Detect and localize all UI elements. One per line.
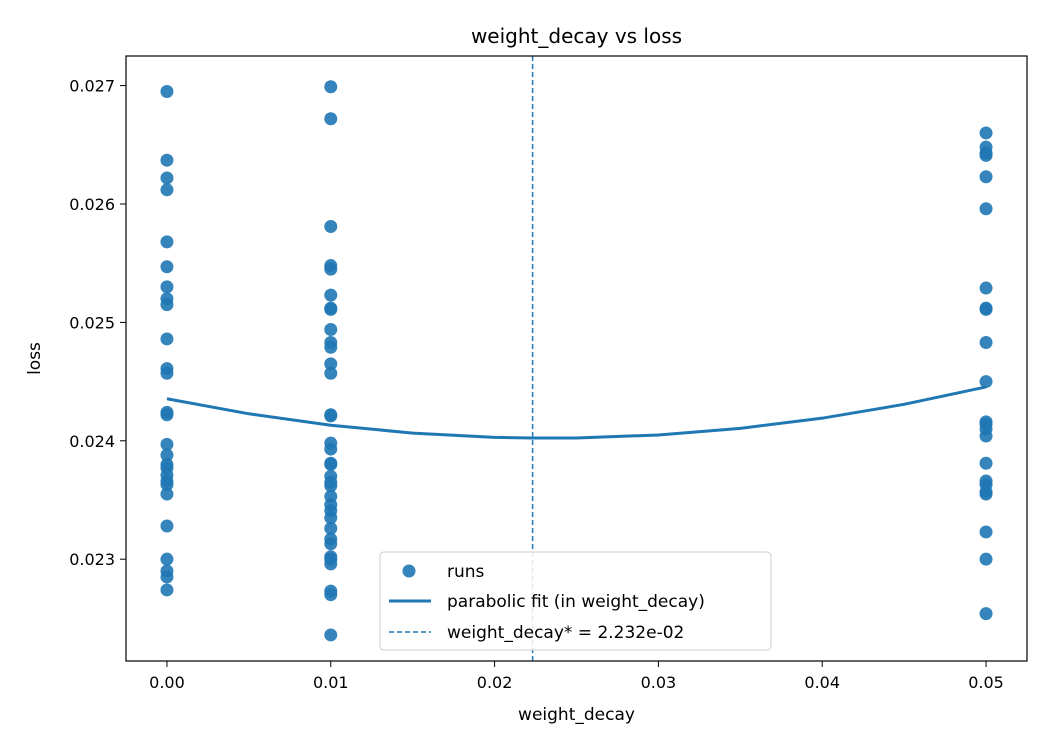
scatter-point xyxy=(160,280,174,294)
legend-label-runs: runs xyxy=(447,562,485,582)
scatter-point xyxy=(160,437,174,451)
scatter-point xyxy=(160,478,174,492)
scatter-point xyxy=(979,552,993,566)
scatter-point xyxy=(979,126,993,140)
x-axis: 0.00 0.01 0.02 0.03 0.04 0.05 xyxy=(149,661,1004,692)
x-tick-label: 0.05 xyxy=(968,673,1004,692)
x-axis-label: weight_decay xyxy=(518,705,635,725)
scatter-point xyxy=(979,336,993,350)
y-tick-label: 0.023 xyxy=(69,550,115,569)
scatter-point xyxy=(160,298,174,312)
legend-marker-runs xyxy=(402,564,416,578)
y-tick-label: 0.027 xyxy=(69,77,115,96)
scatter-point xyxy=(324,80,338,94)
scatter-point xyxy=(324,588,338,602)
scatter-point xyxy=(979,487,993,501)
y-tick-label: 0.026 xyxy=(69,195,115,214)
y-tick-label: 0.024 xyxy=(69,432,115,451)
scatter-point xyxy=(160,171,174,185)
scatter-point xyxy=(324,479,338,493)
axes-frame xyxy=(125,55,1028,662)
scatter-point xyxy=(324,521,338,535)
scatter-point xyxy=(160,183,174,197)
scatter-point xyxy=(160,366,174,380)
legend-label-fit: parabolic fit (in weight_decay) xyxy=(447,592,705,612)
x-tick-label: 0.02 xyxy=(477,673,513,692)
scatter-point xyxy=(979,170,993,184)
scatter-point xyxy=(979,607,993,621)
x-tick-label: 0.04 xyxy=(804,673,840,692)
legend-box xyxy=(379,551,772,651)
x-tick-label: 0.00 xyxy=(149,673,185,692)
legend-label-optimum: weight_decay* = 2.232e-02 xyxy=(447,623,684,643)
scatter-point xyxy=(324,357,338,371)
scatter-point xyxy=(979,281,993,295)
scatter-point xyxy=(324,340,338,354)
scatter-point xyxy=(324,511,338,525)
scatter-point xyxy=(160,552,174,566)
scatter-point xyxy=(160,448,174,462)
scatter-point xyxy=(324,628,338,642)
scatter-point xyxy=(160,583,174,597)
scatter-point xyxy=(324,302,338,316)
plot-area xyxy=(160,56,993,661)
fit-curve xyxy=(166,385,987,440)
scatter-point xyxy=(160,85,174,99)
y-axis-label: loss xyxy=(25,342,45,375)
scatter-point xyxy=(324,442,338,456)
scatter-point xyxy=(324,262,338,276)
scatter-point xyxy=(324,112,338,126)
scatter-point xyxy=(160,519,174,533)
x-tick-label: 0.03 xyxy=(641,673,677,692)
scatter-point xyxy=(324,219,338,233)
scatter-point xyxy=(979,525,993,539)
scatter-point xyxy=(979,202,993,216)
scatter-point xyxy=(160,260,174,274)
scatter-point xyxy=(979,429,993,443)
scatter-point xyxy=(324,322,338,336)
scatter-point xyxy=(324,557,338,571)
scatter-point xyxy=(324,288,338,302)
scatter-point xyxy=(160,408,174,422)
scatter-point xyxy=(160,487,174,501)
scatter-point xyxy=(979,302,993,316)
scatter-point xyxy=(324,409,338,423)
scatter-point xyxy=(979,148,993,162)
scatter-point xyxy=(979,456,993,470)
chart-title: weight_decay vs loss xyxy=(471,24,682,48)
scatter-point xyxy=(979,375,993,389)
scatter-point xyxy=(160,332,174,346)
y-axis: 0.023 0.024 0.025 0.026 0.027 xyxy=(69,77,126,569)
scatter-point xyxy=(324,366,338,380)
scatter-point xyxy=(160,235,174,249)
x-tick-label: 0.01 xyxy=(313,673,349,692)
scatter-point xyxy=(324,457,338,471)
scatter-point xyxy=(324,537,338,551)
y-tick-label: 0.025 xyxy=(69,313,115,332)
scatter-point xyxy=(160,153,174,167)
scatter-point xyxy=(160,570,174,584)
legend: runs parabolic fit (in weight_decay) wei… xyxy=(379,551,772,651)
